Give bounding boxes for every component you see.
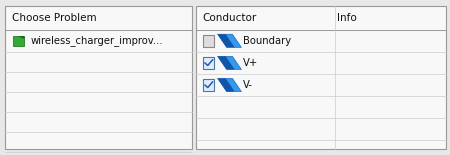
Text: Choose Problem: Choose Problem — [12, 13, 97, 23]
Text: V-: V- — [243, 80, 253, 90]
Bar — [202, 35, 214, 47]
Polygon shape — [218, 56, 235, 69]
Polygon shape — [218, 56, 241, 69]
Polygon shape — [218, 34, 241, 47]
Text: Boundary: Boundary — [243, 36, 291, 46]
Bar — [196, 6, 446, 149]
Text: Conductor: Conductor — [202, 13, 257, 23]
Polygon shape — [218, 78, 241, 92]
Text: V+: V+ — [243, 58, 258, 68]
Polygon shape — [218, 78, 235, 92]
Bar — [5, 6, 192, 149]
Bar — [202, 57, 214, 69]
Polygon shape — [18, 36, 24, 39]
Bar — [202, 79, 214, 91]
Bar — [14, 36, 24, 46]
Text: Info: Info — [337, 13, 356, 23]
Polygon shape — [218, 34, 235, 47]
Text: wireless_charger_improv...: wireless_charger_improv... — [30, 35, 163, 46]
